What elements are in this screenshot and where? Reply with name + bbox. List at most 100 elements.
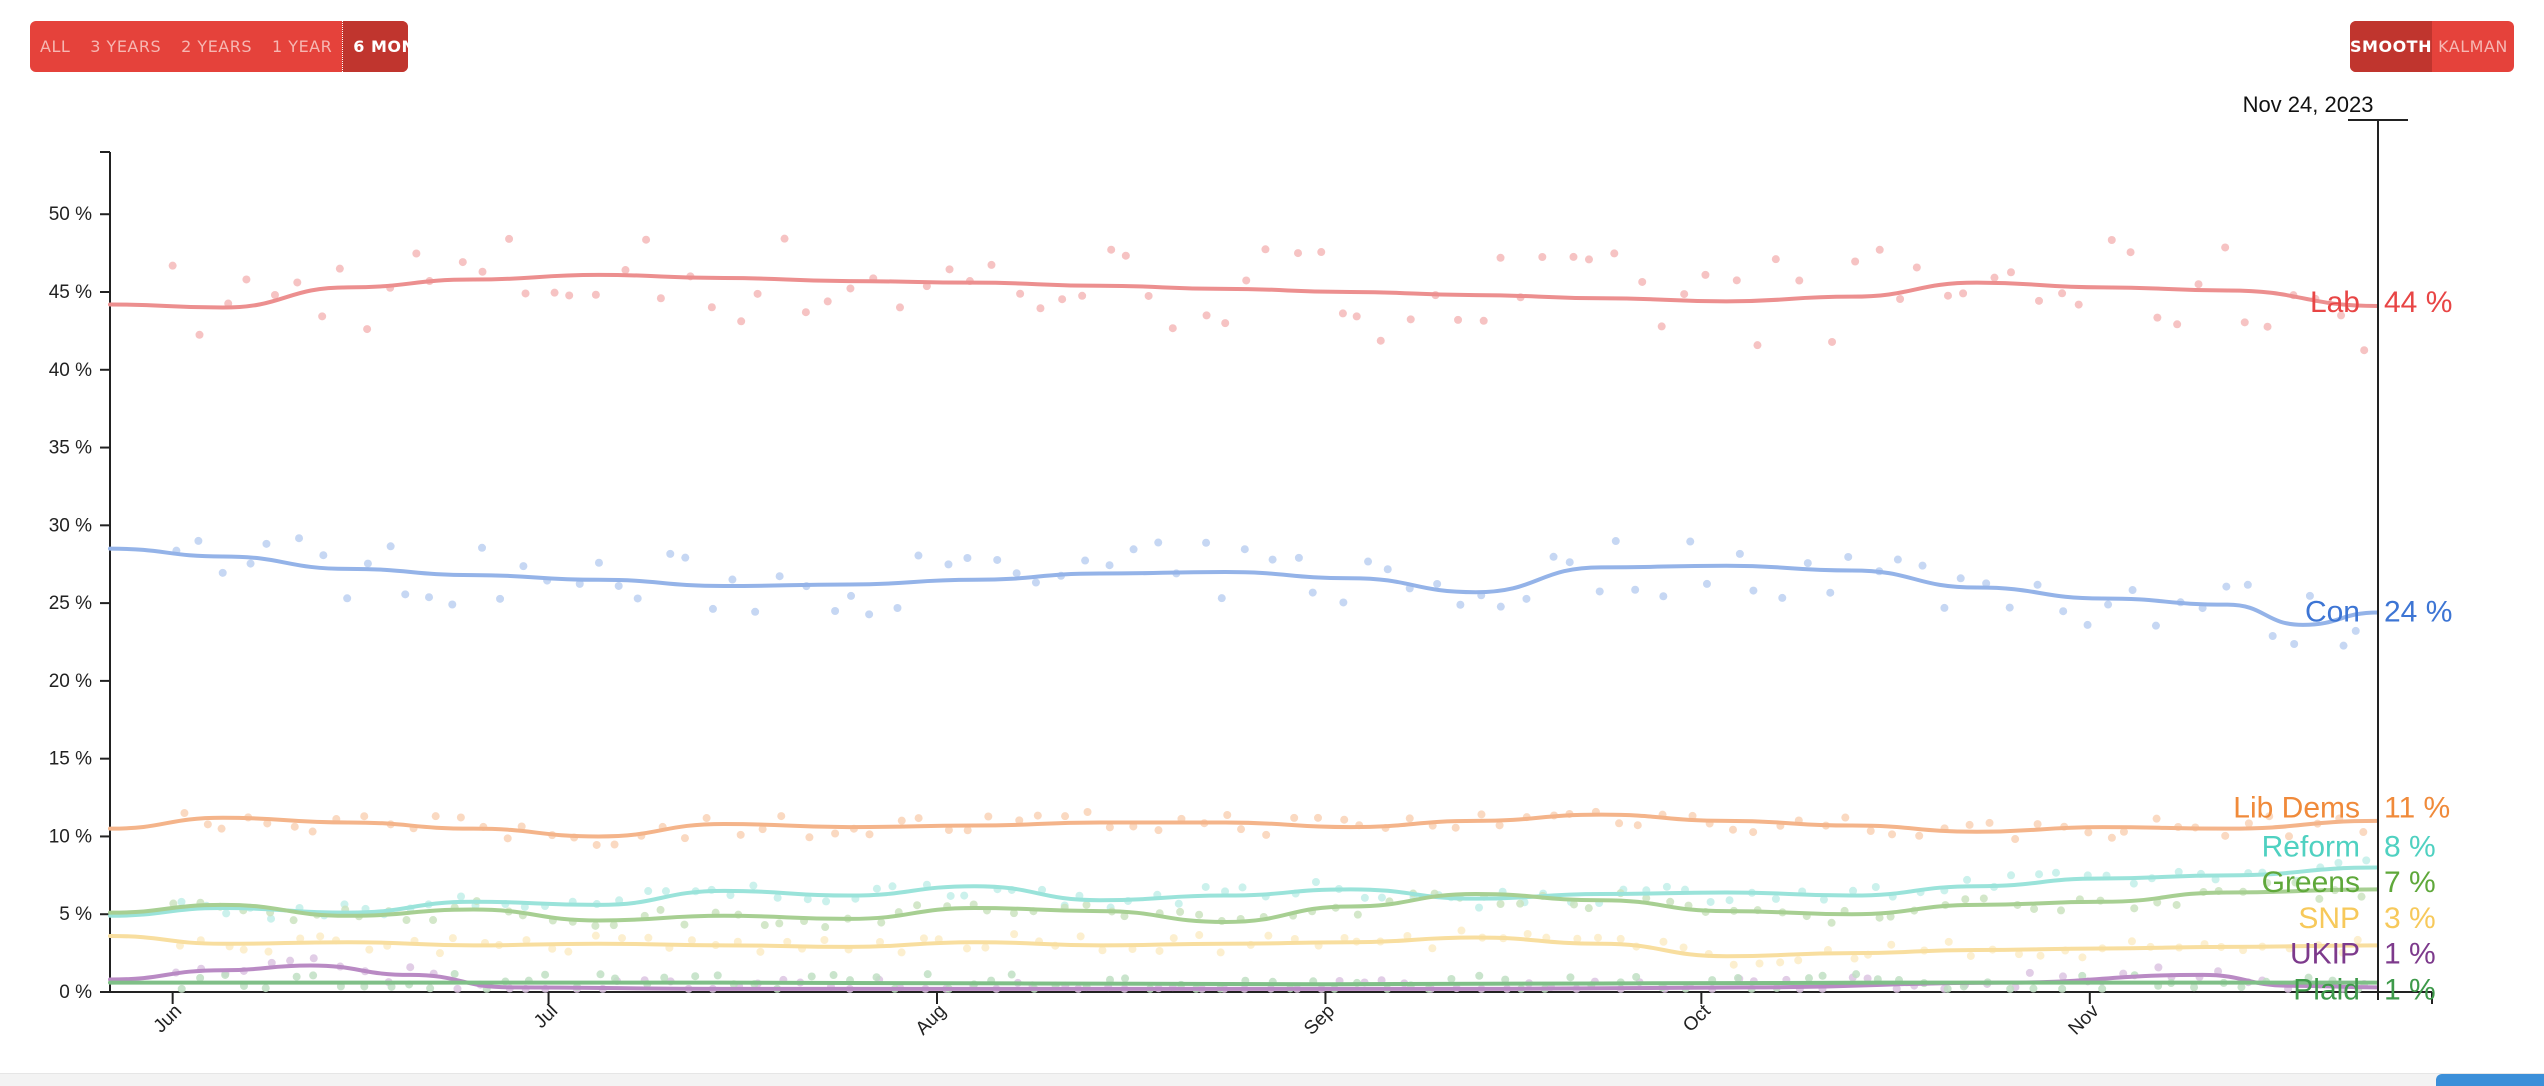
poll-dot-lib-dems (2152, 814, 2161, 823)
poll-dot-snp (2036, 951, 2045, 960)
poll-dot-snp (1794, 956, 1803, 965)
poll-dot-lib-dems (180, 809, 189, 818)
poll-dot-plaid (829, 971, 838, 980)
y-tick-label: 0 % (59, 982, 92, 1003)
poll-dot-con (343, 594, 352, 603)
poll-dot-reform (1963, 875, 1972, 884)
poll-dot-greens (913, 901, 922, 910)
poll-dot-plaid (1804, 974, 1813, 983)
poll-dot-snp (1169, 934, 1178, 943)
poll-dot-snp (1195, 931, 1204, 940)
range-3-years-button[interactable]: 3 YEARS (90, 37, 162, 56)
y-tick-label: 25 % (49, 593, 92, 614)
poll-dot-snp (981, 943, 990, 952)
x-tick-label: Oct (1679, 1000, 1715, 1036)
corner-action-button[interactable] (2436, 1074, 2544, 1086)
poll-dot-con (1456, 600, 1465, 609)
series-value-label: 11 % (2384, 791, 2450, 824)
series-value-label: 1 % (2384, 938, 2436, 971)
poll-dot-lab (1144, 291, 1153, 300)
poll-dot-lab (1168, 324, 1177, 333)
poll-dot-con (295, 534, 304, 543)
poll-dot-snp (522, 936, 531, 945)
poll-dot-greens (1516, 899, 1525, 908)
poll-dot-plaid (1501, 975, 1510, 984)
smooth-mode-button[interactable]: SMOOTH (2350, 21, 2432, 72)
poll-dot-lib-dems (1129, 822, 1138, 831)
poll-dot-con (1154, 538, 1163, 547)
poll-dot-lab (318, 312, 327, 321)
poll-dot-ukip (286, 956, 295, 965)
poll-dot-con (914, 551, 923, 560)
poll-dot-con (1565, 558, 1574, 567)
poll-dot-lab (1338, 309, 1347, 318)
y-tick-label: 10 % (49, 826, 92, 847)
series-name-label: Greens (2262, 866, 2360, 899)
poll-dot-con (1549, 552, 1558, 561)
poll-dot-lib-dems (2244, 819, 2253, 828)
poll-dot-greens (2291, 878, 2300, 887)
poll-dot-ukip (406, 963, 415, 972)
poll-dot-lab (1202, 311, 1211, 320)
poll-dot-lib-dems (1495, 821, 1504, 830)
poll-dot-lib-dems (963, 826, 972, 835)
poll-dot-reform (946, 891, 955, 900)
poll-dot-lab (458, 258, 467, 267)
poll-dot-reform (1475, 903, 1484, 912)
range-all-button[interactable]: ALL (40, 37, 71, 56)
poll-dot-lib-dems (503, 834, 512, 843)
kalman-mode-button[interactable]: KALMAN (2438, 37, 2508, 56)
poll-dot-plaid (2078, 971, 2087, 980)
y-tick-label: 40 % (49, 360, 92, 381)
poll-dot-greens (1666, 897, 1675, 906)
poll-dot-lab (1680, 290, 1689, 299)
poll-dot-lab (621, 266, 630, 275)
series-name-label: Reform (2262, 830, 2360, 863)
poll-dot-con (1595, 587, 1604, 596)
poll-dot-lab (1959, 289, 1968, 298)
range-2-years-button[interactable]: 2 YEARS (181, 37, 253, 56)
poll-dot-lib-dems (1340, 815, 1349, 824)
poll-dot-reform (726, 891, 735, 900)
poll-dot-plaid (713, 971, 722, 980)
poll-dot-lib-dems (1841, 813, 1850, 822)
trend-line-lab (108, 272, 2378, 310)
poll-dot-lab (2173, 320, 2182, 329)
poll-dot-greens (2130, 904, 2139, 913)
poll-dot-lib-dems (1154, 826, 1163, 835)
poll-dot-greens (1195, 910, 1204, 919)
poll-dot-lab (2034, 296, 2043, 305)
poll-dot-greens (2357, 892, 2366, 901)
poll-dot-lib-dems (2033, 820, 2042, 829)
poll-dot-reform (2174, 867, 2183, 876)
poll-dot-lab (1406, 315, 1415, 324)
poll-dot-reform (1221, 887, 1230, 896)
poll-dot-con (2059, 607, 2068, 616)
poll-dot-lib-dems (2221, 831, 2230, 840)
series-name-label: SNP (2298, 902, 2360, 935)
poll-dot-lab (1828, 337, 1837, 346)
poll-dot-greens (656, 905, 665, 914)
poll-dot-plaid (292, 972, 301, 981)
poll-dot-con (963, 554, 972, 563)
poll-dot-lab (987, 260, 996, 269)
poll-dot-con (614, 581, 623, 590)
footer-bar (0, 1073, 2544, 1086)
poll-dot-lib-dems (610, 840, 619, 849)
poll-dot-reform (1819, 895, 1828, 904)
poll-dot-lib-dems (831, 829, 840, 838)
poll-dot-lib-dems (2084, 828, 2093, 837)
poll-dot-lib-dems (1888, 830, 1897, 839)
range-6-months-button[interactable]: 6 MONTHS (342, 21, 408, 72)
poll-dot-snp (2078, 953, 2087, 962)
time-range-selector: ALL 3 YEARS 2 YEARS 1 YEAR 6 MONTHS (30, 21, 408, 72)
poll-dot-con (1659, 592, 1668, 601)
poll-dot-con (594, 558, 603, 567)
poll-dot-reform (457, 892, 466, 901)
poll-dot-lib-dems (736, 830, 745, 839)
poll-dot-lib-dems (944, 826, 953, 835)
poll-dot-snp (264, 947, 273, 956)
range-1-year-button[interactable]: 1 YEAR (272, 37, 333, 56)
poll-dot-lab (2074, 300, 2083, 309)
